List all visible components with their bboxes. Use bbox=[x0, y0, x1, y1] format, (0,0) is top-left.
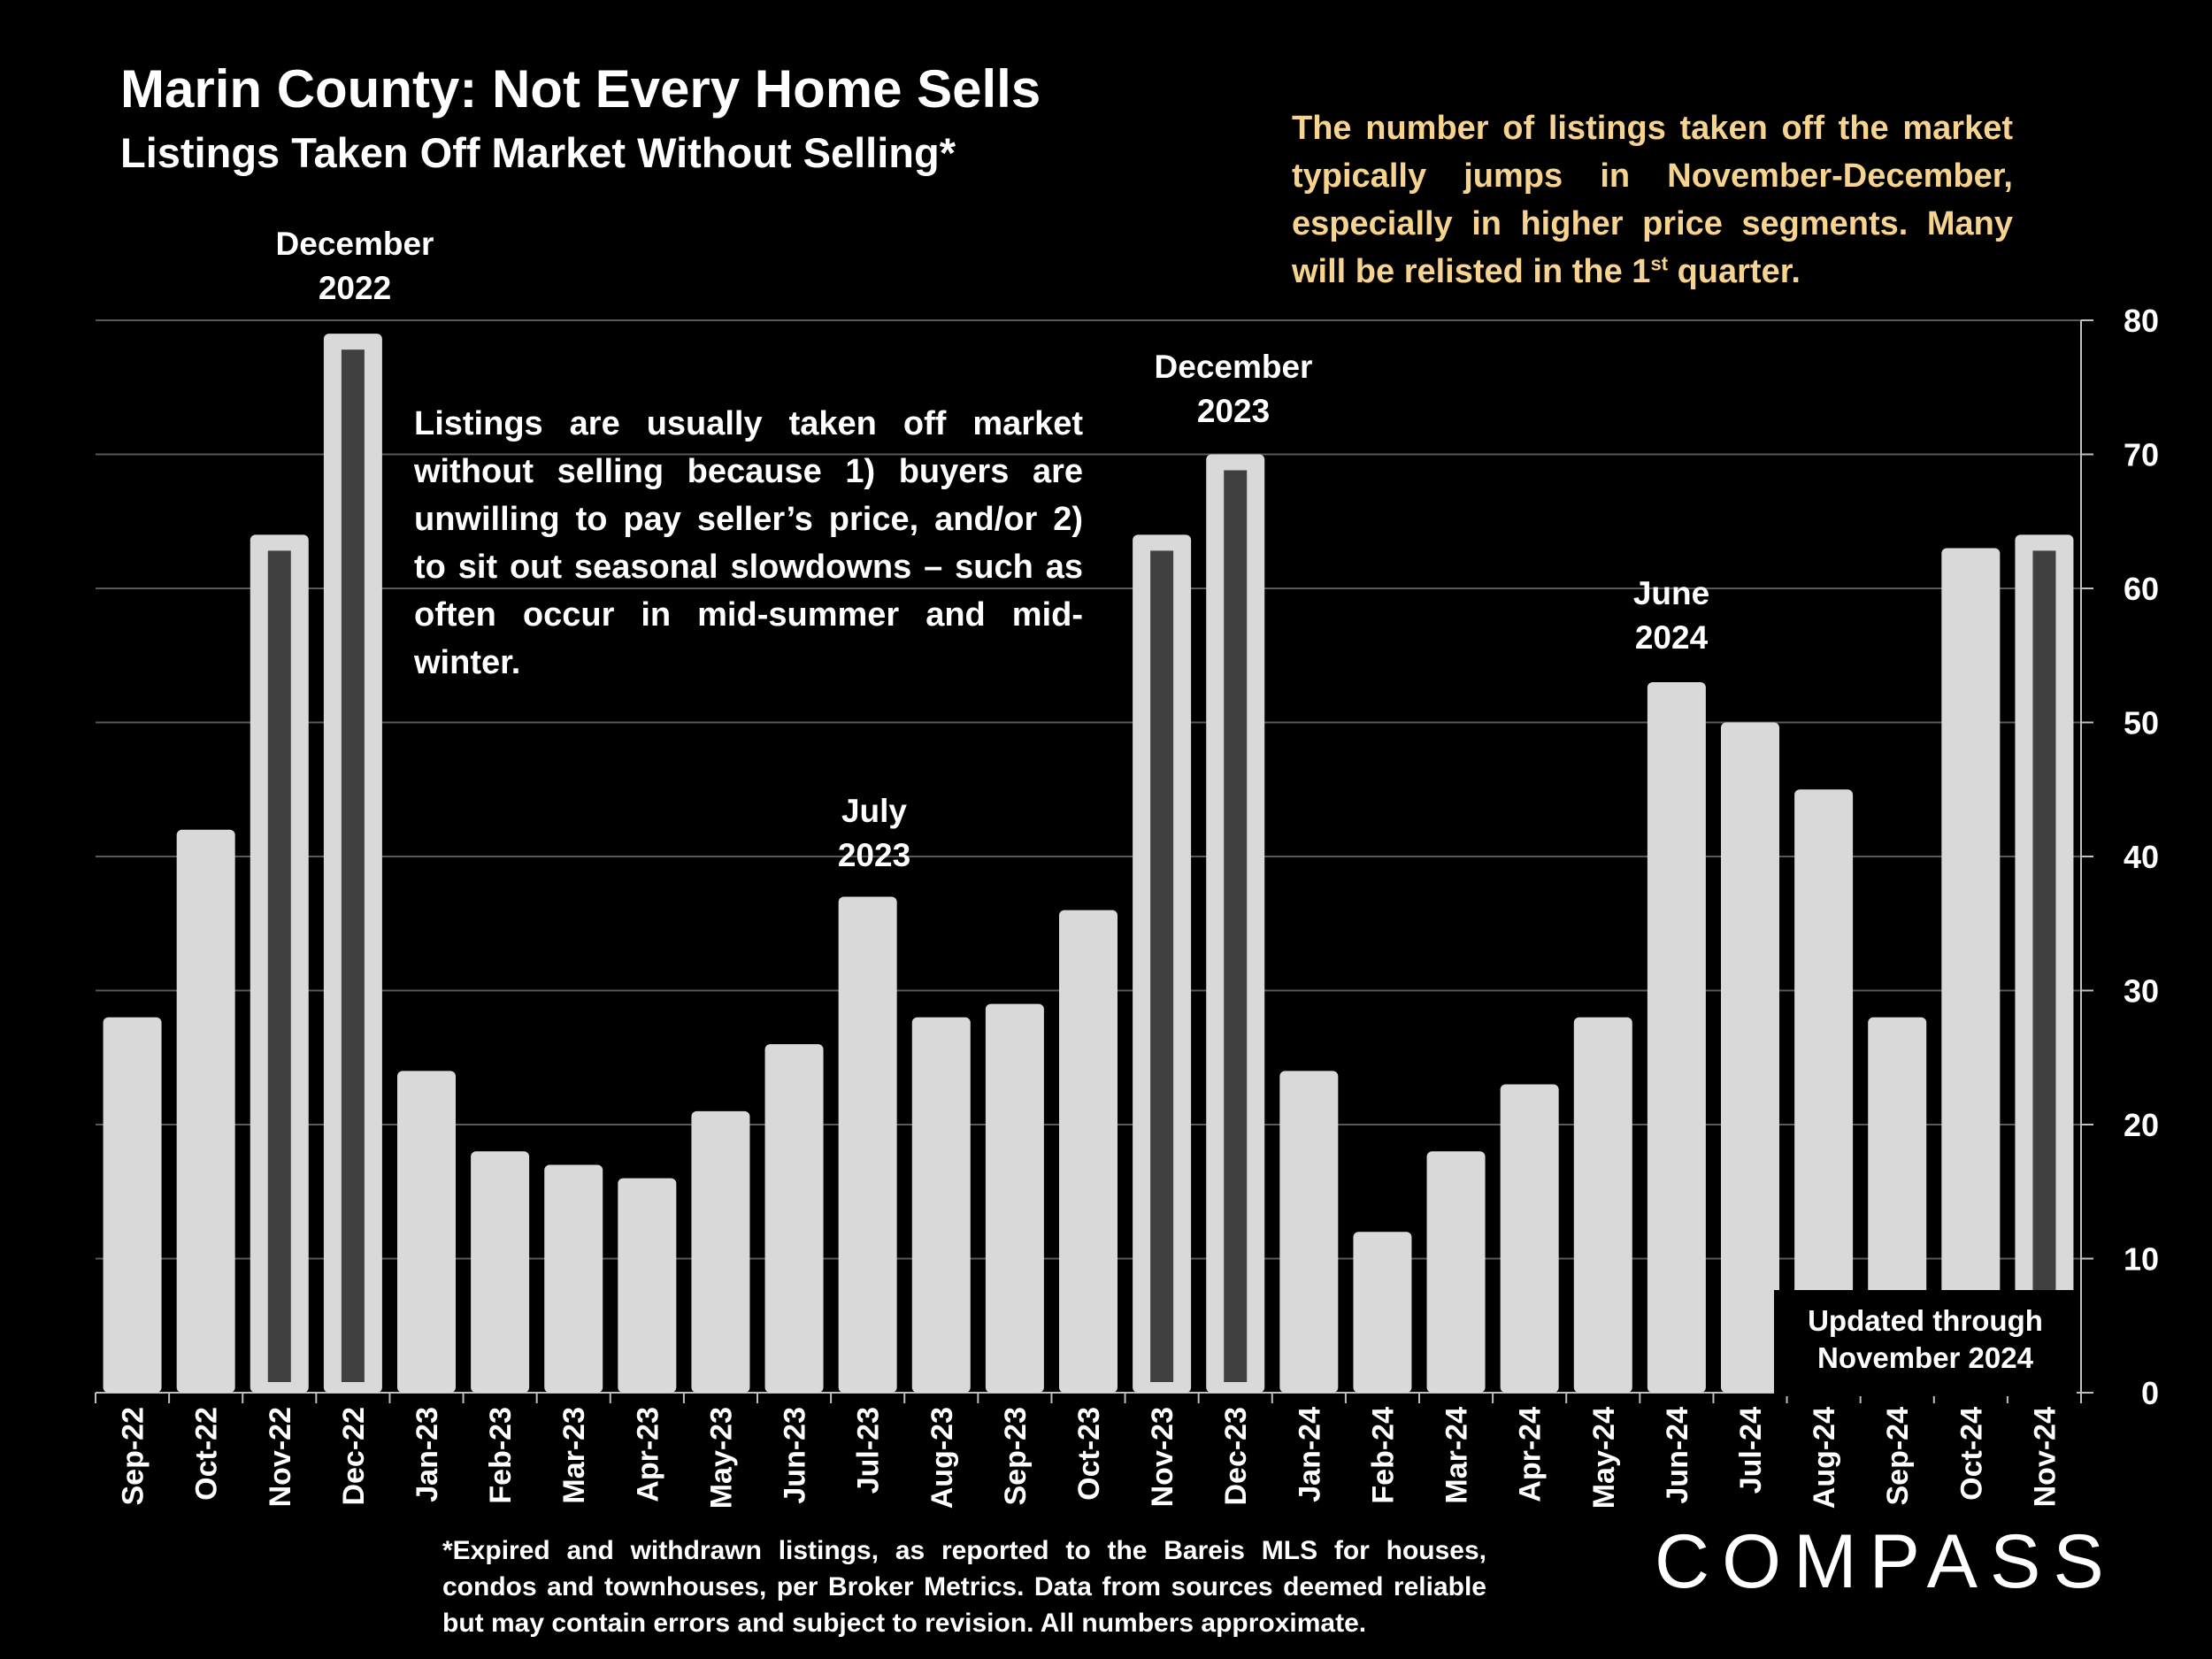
annotation-jul-2023: July 2023 bbox=[838, 789, 910, 878]
x-tick-label-aug-23: Aug-23 bbox=[926, 1407, 959, 1509]
annotation-dec-2022-line1: December bbox=[275, 226, 434, 262]
annotation-dec-2023-line2: 2023 bbox=[1196, 393, 1271, 429]
x-tick-label-jul-24: Jul-24 bbox=[1734, 1407, 1768, 1494]
market-note: The number of listings taken off the mar… bbox=[1292, 104, 2013, 296]
y-tick-label-20: 20 bbox=[2124, 1107, 2159, 1143]
bar-mar-24 bbox=[1426, 1151, 1486, 1393]
bar-jun-23 bbox=[764, 1044, 824, 1393]
y-tick-label-80: 80 bbox=[2124, 303, 2159, 339]
bar-jun-24 bbox=[1647, 682, 1706, 1393]
annotation-dec-2023: December 2023 bbox=[1155, 345, 1313, 434]
bar-oct-22 bbox=[176, 829, 235, 1393]
bar-oct-23 bbox=[1059, 910, 1118, 1393]
bar-sep-22 bbox=[103, 1017, 162, 1393]
y-tick-label-60: 60 bbox=[2124, 571, 2159, 607]
x-tick-label-feb-23: Feb-23 bbox=[484, 1407, 518, 1504]
bar-apr-24 bbox=[1500, 1084, 1559, 1393]
bar-oct-24 bbox=[1941, 548, 2001, 1393]
y-tick-label-40: 40 bbox=[2124, 839, 2159, 875]
annotation-dec-2023-line1: December bbox=[1154, 349, 1313, 385]
compass-logo: COMPASS bbox=[1655, 1519, 2116, 1604]
annotation-jul-2023-line1: July bbox=[841, 793, 908, 829]
market-note-sup: st bbox=[1650, 252, 1669, 275]
x-tick-label-sep-24: Sep-24 bbox=[1881, 1407, 1915, 1506]
x-tick-label-apr-23: Apr-23 bbox=[631, 1407, 664, 1502]
x-tick-label-oct-24: Oct-24 bbox=[1955, 1407, 1988, 1501]
annotation-dec-2022: December 2022 bbox=[276, 222, 434, 311]
x-tick-label-jan-24: Jan-24 bbox=[1293, 1407, 1326, 1502]
bar-may-23 bbox=[691, 1110, 750, 1393]
bar-highlight-dec-23 bbox=[1224, 470, 1248, 1382]
x-tick-label-may-23: May-23 bbox=[704, 1407, 738, 1509]
market-note-text: The number of listings taken off the mar… bbox=[1292, 110, 2013, 290]
bar-highlight-nov-22 bbox=[267, 550, 291, 1382]
chart-title: Marin County: Not Every Home Sells bbox=[120, 59, 1041, 119]
x-tick-label-jul-23: Jul-23 bbox=[852, 1407, 886, 1494]
updated-label: Updated through November 2024 bbox=[1774, 1290, 2077, 1396]
x-tick-label-nov-22: Nov-22 bbox=[264, 1407, 297, 1507]
bar-feb-24 bbox=[1353, 1232, 1412, 1393]
bar-jul-24 bbox=[1721, 722, 1779, 1393]
annotation-dec-2022-line2: 2022 bbox=[318, 270, 392, 306]
footnote: *Expired and withdrawn listings, as repo… bbox=[442, 1536, 1486, 1638]
x-tick-label-jun-24: Jun-24 bbox=[1661, 1407, 1694, 1504]
bar-aug-23 bbox=[911, 1017, 971, 1393]
y-tick-label-50: 50 bbox=[2124, 705, 2159, 741]
explanation-text: Listings are usually taken off market wi… bbox=[414, 405, 1083, 681]
bar-highlight-nov-23 bbox=[1150, 550, 1174, 1382]
x-tick-label-sep-22: Sep-22 bbox=[117, 1407, 150, 1506]
bar-feb-23 bbox=[471, 1151, 530, 1393]
x-tick-label-nov-24: Nov-24 bbox=[2028, 1407, 2062, 1507]
y-tick-label-0: 0 bbox=[2141, 1375, 2159, 1411]
bar-aug-24 bbox=[1794, 789, 1854, 1393]
x-tick-label-oct-22: Oct-22 bbox=[190, 1407, 224, 1501]
x-tick-label-dec-22: Dec-22 bbox=[337, 1407, 371, 1506]
x-tick-label-dec-23: Dec-23 bbox=[1219, 1407, 1253, 1506]
bar-mar-23 bbox=[544, 1164, 603, 1393]
bar-jan-23 bbox=[397, 1071, 456, 1393]
bar-apr-23 bbox=[618, 1178, 677, 1393]
x-tick-label-jun-23: Jun-23 bbox=[779, 1407, 812, 1504]
market-note-tail: quarter. bbox=[1668, 253, 1801, 290]
chart-subtitle: Listings Taken Off Market Without Sellin… bbox=[120, 129, 956, 176]
annotation-jul-2023-line2: 2023 bbox=[837, 837, 911, 873]
y-tick-label-70: 70 bbox=[2124, 437, 2159, 473]
bar-jan-24 bbox=[1279, 1071, 1339, 1393]
bar-highlight-nov-24 bbox=[2032, 550, 2056, 1382]
y-tick-label-30: 30 bbox=[2124, 973, 2159, 1010]
x-tick-label-nov-23: Nov-23 bbox=[1146, 1407, 1179, 1507]
x-tick-label-mar-23: Mar-23 bbox=[557, 1407, 591, 1504]
bar-highlight-dec-22 bbox=[341, 349, 365, 1382]
x-tick-label-mar-24: Mar-24 bbox=[1440, 1407, 1474, 1504]
x-tick-label-jan-23: Jan-23 bbox=[411, 1407, 444, 1502]
annotation-jun-2024-line1: June bbox=[1632, 575, 1710, 611]
x-tick-label-sep-23: Sep-23 bbox=[999, 1407, 1033, 1506]
x-tick-label-apr-24: Apr-24 bbox=[1514, 1407, 1548, 1502]
x-tick-label-feb-24: Feb-24 bbox=[1366, 1407, 1400, 1504]
updated-line2: November 2024 bbox=[1817, 1341, 2033, 1374]
x-tick-label-oct-23: Oct-23 bbox=[1072, 1407, 1106, 1501]
bar-may-24 bbox=[1573, 1017, 1632, 1393]
y-tick-label-10: 10 bbox=[2124, 1241, 2159, 1278]
bar-sep-23 bbox=[985, 1003, 1044, 1393]
updated-line1: Updated through bbox=[1808, 1304, 2043, 1337]
bar-jul-23 bbox=[838, 896, 897, 1393]
annotation-jun-2024: June 2024 bbox=[1633, 572, 1709, 660]
x-tick-label-aug-24: Aug-24 bbox=[1808, 1407, 1841, 1509]
x-tick-label-may-24: May-24 bbox=[1587, 1407, 1621, 1509]
annotation-jun-2024-line2: 2024 bbox=[1634, 619, 1709, 656]
